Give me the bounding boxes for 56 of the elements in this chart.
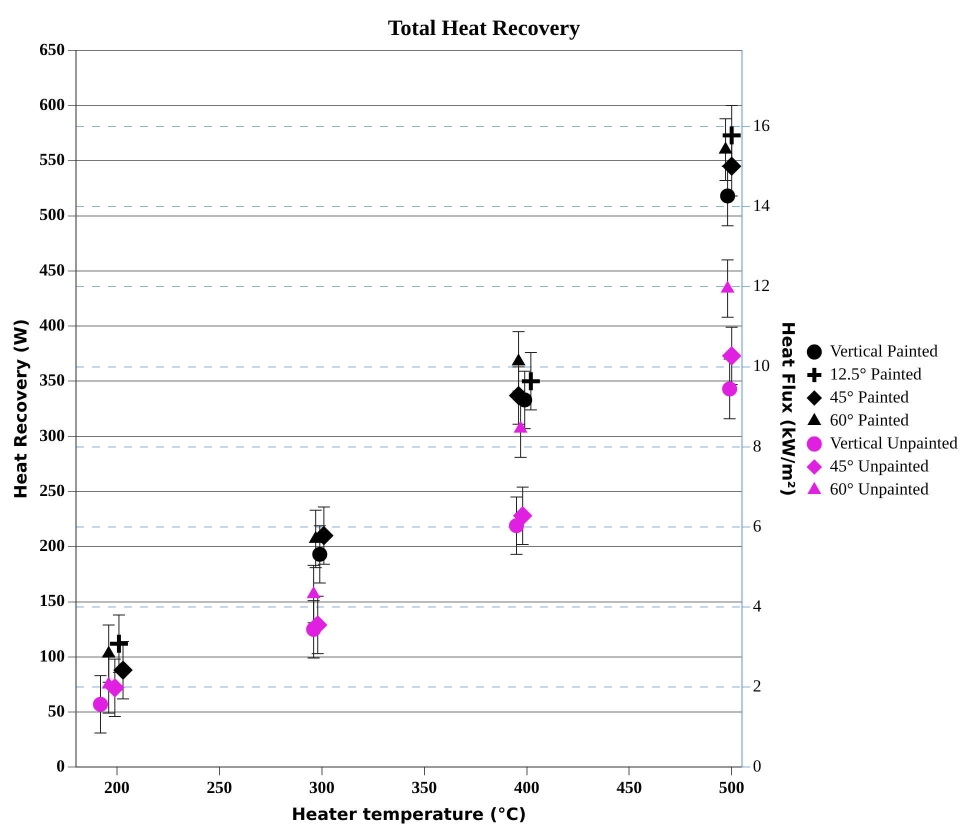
legend-label: 60° Painted xyxy=(830,410,910,430)
legend-label: Vertical Unpainted xyxy=(830,433,958,452)
point xyxy=(722,381,738,396)
y-tick-label: 650 xyxy=(39,40,65,59)
x-tick-label: 350 xyxy=(412,778,438,797)
y-tick-label: 0 xyxy=(56,756,65,776)
legend-label: 45° Painted xyxy=(830,387,910,406)
y2-tick-label: 0 xyxy=(752,756,762,776)
legend-label: 12.5° Painted xyxy=(830,364,922,384)
y-tick-label: 250 xyxy=(39,480,65,500)
point xyxy=(721,281,734,293)
y-tick-label: 350 xyxy=(39,370,65,390)
x-tick-label: 450 xyxy=(616,778,642,797)
y2-tick-label: 6 xyxy=(752,516,762,536)
point xyxy=(108,632,130,655)
point xyxy=(307,586,320,598)
chart-title: Total Heat Recovery xyxy=(388,14,580,40)
point xyxy=(722,346,742,366)
y2-tick-label: 16 xyxy=(752,116,770,135)
x-tick-label: 250 xyxy=(206,778,232,797)
x-tick-label: 300 xyxy=(309,778,335,797)
x-tick-label: 400 xyxy=(514,778,540,797)
y-axis-title: Heat Recovery (W) xyxy=(12,318,32,499)
y2-tick-label: 8 xyxy=(752,436,762,456)
point xyxy=(514,421,528,433)
y-tick-label: 550 xyxy=(39,150,65,170)
y-tick-label: 200 xyxy=(39,536,65,556)
point xyxy=(312,546,328,562)
y2-tick-label: 12 xyxy=(752,276,770,296)
y-tick-label: 400 xyxy=(39,315,65,334)
y2-axis-title: Heat Flux (kW/m²) xyxy=(778,321,798,496)
y-tick-label: 100 xyxy=(39,646,65,666)
point xyxy=(520,370,542,392)
y-tick-label: 450 xyxy=(39,260,65,280)
x-tick-label: 500 xyxy=(718,778,744,797)
point xyxy=(102,646,116,658)
point xyxy=(114,660,133,680)
point xyxy=(512,354,526,366)
point xyxy=(105,678,124,698)
point xyxy=(509,518,524,534)
x-axis-title: Heater temperature (°C) xyxy=(292,805,526,826)
legend-label: Vertical Painted xyxy=(830,341,938,360)
y-tick-label: 500 xyxy=(39,205,65,224)
y2-tick-label: 4 xyxy=(752,596,762,616)
legend-label: 45° Unpainted xyxy=(830,456,930,476)
y2-tick-label: 14 xyxy=(752,196,770,216)
y-tick-label: 50 xyxy=(48,701,65,720)
y-tick-label: 150 xyxy=(39,591,65,610)
y2-tick-label: 10 xyxy=(752,356,770,376)
y-tick-label: 300 xyxy=(39,426,65,445)
point xyxy=(306,622,322,637)
y-tick-label: 600 xyxy=(39,94,65,114)
y2-tick-label: 2 xyxy=(752,676,762,696)
legend-label: 60° Unpainted xyxy=(830,479,930,498)
x-tick-label: 200 xyxy=(104,778,130,797)
point xyxy=(92,696,108,712)
